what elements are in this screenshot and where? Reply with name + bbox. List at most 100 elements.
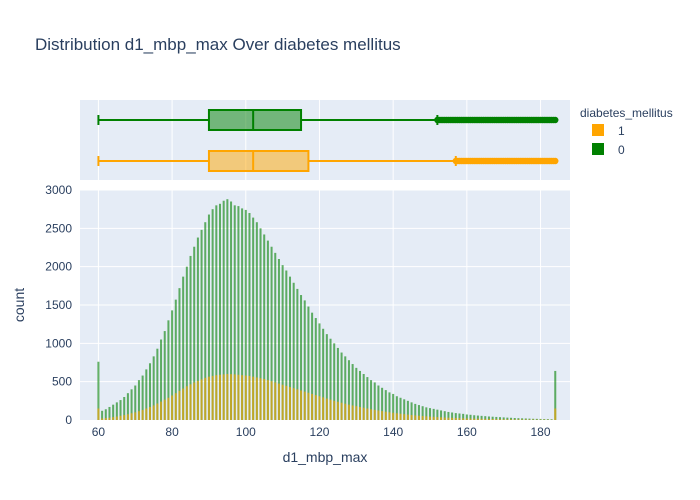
bar-1-90 [207,376,210,420]
bar-1-89 [204,377,207,420]
bar-1-78 [163,399,166,420]
bar-1-117 [307,392,310,420]
bar-1-79 [167,397,170,420]
bar-0-100 [244,209,247,420]
bar-1-172 [510,419,513,420]
bar-1-87 [196,380,199,420]
y-tick-label-1: 500 [52,375,72,389]
bar-0-120 [318,323,321,420]
bar-1-133 [366,408,369,420]
bar-1-108 [274,382,277,420]
bar-0-119 [314,318,317,420]
bar-0-95 [226,199,229,420]
bar-0-143 [403,399,406,420]
bar-1-80 [171,395,174,420]
bar-1-91 [211,375,214,420]
bar-1-148 [421,416,424,420]
bar-0-65 [115,402,118,420]
bar-0-150 [428,408,432,420]
bar-0-98 [237,206,240,420]
bar-1-141 [395,413,398,420]
bar-0-91 [211,209,214,420]
chart-title: Distribution d1_mbp_max Over diabetes me… [35,35,401,54]
bar-1-157 [454,418,457,420]
x-tick-label-1: 80 [165,425,179,439]
bar-1-92 [215,375,218,420]
bar-0-73 [145,369,148,420]
bar-1-96 [230,374,233,420]
y-tick-label-6: 3000 [45,183,72,197]
bar-1-149 [425,416,428,420]
bar-0-181 [543,419,546,420]
bar-1-176 [524,419,527,420]
bar-0-66 [119,400,122,420]
bar-0-173 [513,418,516,420]
bar-0-104 [259,228,262,420]
bar-0-81 [174,299,177,420]
bar-0-60 [97,361,100,420]
y-axis-title: count [11,288,27,322]
bar-1-151 [432,416,435,420]
bar-1-167 [491,419,494,420]
bar-0-172 [510,417,513,420]
bar-1-170 [502,419,505,420]
bar-0-132 [362,374,365,420]
bar-1-146 [414,415,417,420]
bar-1-129 [351,405,354,420]
bar-0-64 [112,404,115,420]
bar-1-104 [259,378,262,420]
bar-0-160 [465,414,468,420]
bar-0-80 [171,310,174,420]
bar-0-82 [178,288,181,420]
bar-0-157 [454,413,457,420]
bar-1-63 [108,417,111,420]
bar-0-161 [469,414,472,420]
bar-0-163 [476,415,479,420]
bar-0-121 [322,328,325,420]
bar-0-165 [484,416,487,420]
bar-1-159 [462,418,465,420]
bar-0-176 [524,418,527,420]
bar-0-129 [351,364,354,420]
bar-1-150 [428,416,432,420]
bar-1-70 [134,412,137,420]
legend-item-0[interactable]: 0 [592,143,625,157]
bar-0-124 [333,343,336,420]
bar-1-154 [443,417,446,420]
bar-0-142 [399,397,402,420]
histogram-series-0 [97,199,557,420]
bar-1-98 [237,374,240,420]
legend-item-1[interactable]: 1 [592,124,625,138]
bar-0-107 [270,246,273,420]
x-tick-label-4: 140 [383,425,403,439]
bar-0-96 [230,201,233,420]
boxplot-0 [97,109,559,131]
bar-0-99 [241,208,244,420]
bar-0-175 [521,418,524,420]
bar-1-145 [410,415,413,420]
bar-0-74 [148,363,152,420]
bar-0-133 [366,377,369,420]
bar-0-126 [340,352,343,420]
bar-0-127 [344,356,347,420]
bar-1-105 [263,378,266,420]
bar-0-89 [204,222,207,420]
bar-1-122 [325,398,328,420]
histogram-layer [97,199,557,420]
bar-1-60 [97,408,100,420]
bar-1-155 [447,417,450,420]
bar-1-65 [115,416,118,420]
bar-0-116 [303,300,306,420]
bar-1-72 [141,410,144,420]
bar-1-64 [112,417,115,420]
bar-0-167 [491,416,494,420]
bar-0-84 [185,266,188,420]
bar-1-140 [392,412,395,420]
bar-1-71 [137,411,140,420]
bar-0-149 [425,407,428,420]
x-tick-label-6: 180 [531,425,551,439]
bar-0-166 [487,416,490,420]
bar-0-79 [167,320,170,420]
bar-0-174 [517,418,520,420]
